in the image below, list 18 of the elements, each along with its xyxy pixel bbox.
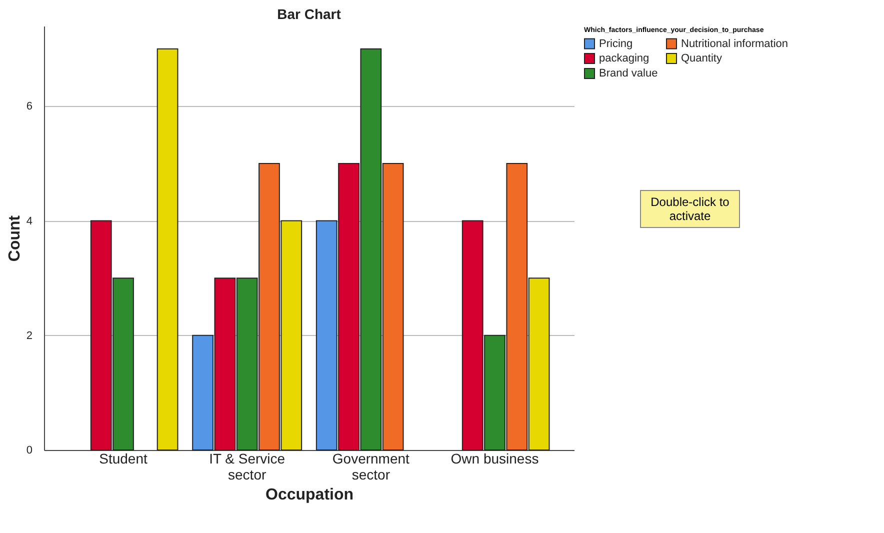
y-tick-label: 6 (26, 100, 32, 113)
x-axis-title: Occupation (265, 486, 354, 504)
legend-label: Pricing (599, 38, 633, 50)
x-tick-label: IT & Service sector (209, 450, 286, 482)
y-axis-title: Count (6, 214, 24, 262)
x-tick-label: Own business (450, 450, 539, 466)
chart-title: Bar Chart (277, 6, 342, 22)
text: Double-click to activate (640, 190, 740, 228)
legend-label: packaging (599, 52, 650, 64)
x-tick-label: Government sector (332, 450, 410, 482)
bar (156, 48, 178, 450)
legend-label: Nutritional information (681, 38, 788, 50)
legend-label: Quantity (681, 52, 722, 64)
y-tick-label: 4 (26, 215, 32, 228)
x-tick-label: Student (99, 450, 148, 466)
legend-label: Brand value (599, 68, 658, 80)
y-tick-label: 2 (26, 330, 32, 342)
y-tick-label: 0 (26, 444, 32, 456)
